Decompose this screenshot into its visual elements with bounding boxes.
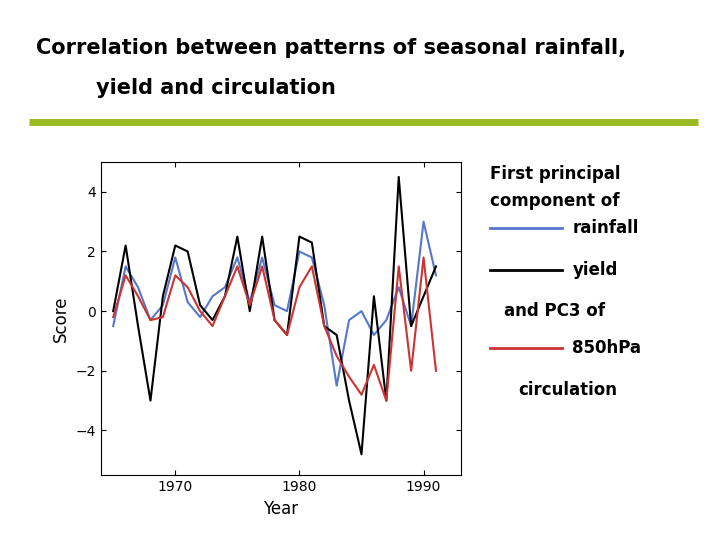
- Text: 850hPa: 850hPa: [572, 339, 642, 357]
- Text: yield: yield: [572, 261, 618, 279]
- Text: circulation: circulation: [518, 381, 618, 399]
- X-axis label: Year: Year: [264, 500, 298, 518]
- Text: First principal: First principal: [490, 165, 620, 183]
- Text: and PC3 of: and PC3 of: [504, 301, 605, 320]
- Text: yield and circulation: yield and circulation: [96, 78, 336, 98]
- Y-axis label: Score: Score: [52, 295, 70, 342]
- Text: rainfall: rainfall: [572, 219, 639, 237]
- Text: Correlation between patterns of seasonal rainfall,: Correlation between patterns of seasonal…: [36, 38, 626, 58]
- Text: component of: component of: [490, 192, 619, 210]
